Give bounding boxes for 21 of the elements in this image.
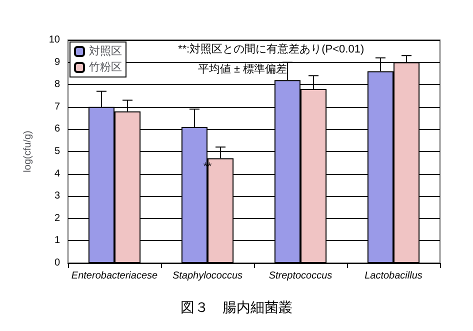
y-tick-label: 4 (54, 168, 60, 180)
x-tick-label: Enterobacteriacese (71, 270, 158, 282)
y-tick-label: 6 (54, 124, 60, 135)
annotation: **:対照区との間に有意差あり(P<0.01) (178, 42, 364, 56)
x-tick-label: Staphylococcus (172, 270, 243, 282)
y-axis-title: log(cfu/g) (22, 130, 34, 172)
text: 図３ 腸内細菌叢 (180, 299, 292, 315)
y-tick-label: 8 (54, 79, 60, 90)
x-tick-label: Streptococcus (268, 270, 332, 282)
legend-label: 対照区 (89, 44, 122, 58)
annotation: 平均値 ± 標準偏差 (198, 64, 288, 76)
y-tick-label: 9 (54, 56, 60, 68)
y-tick-label: 10 (48, 34, 60, 46)
legend-label: 竹粉区 (89, 62, 122, 74)
y-tick-label: 7 (54, 101, 60, 112)
y-tick-label: 0 (54, 258, 60, 268)
y-tick-label: 3 (54, 190, 60, 202)
y-tick-label: 2 (54, 212, 60, 224)
x-tick-label: Lactobacillus (364, 270, 422, 282)
y-tick-label: 5 (54, 146, 60, 157)
y-tick-label: 1 (54, 235, 60, 246)
